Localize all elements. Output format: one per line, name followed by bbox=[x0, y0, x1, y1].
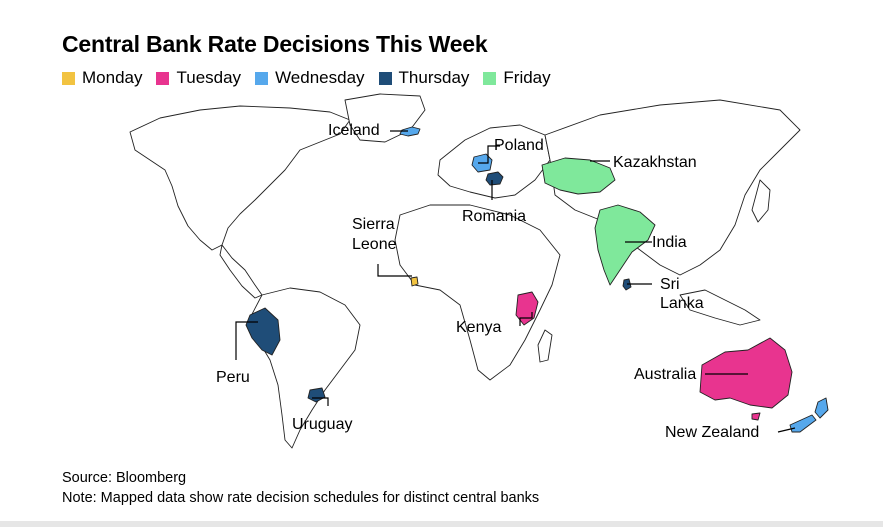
madagascar-landmass bbox=[537, 329, 553, 363]
kenya-leader bbox=[519, 312, 533, 326]
poland-leader bbox=[478, 145, 500, 164]
peru-leader bbox=[235, 321, 258, 360]
uruguay-leader bbox=[312, 397, 329, 406]
legend-swatch-tuesday bbox=[156, 71, 170, 85]
label-new-zealand: New Zealand bbox=[665, 424, 760, 441]
label-india: India bbox=[652, 234, 687, 251]
note-text: Note: Mapped data show rate decision sch… bbox=[62, 490, 540, 506]
label-kenya: Kenya bbox=[456, 319, 502, 336]
sierra-leone-shape bbox=[410, 276, 419, 287]
legend-item-monday: Monday bbox=[62, 68, 142, 88]
peru-shape bbox=[245, 307, 281, 356]
asia-landmass bbox=[544, 99, 801, 276]
label-peru: Peru bbox=[216, 369, 250, 386]
legend-label-monday: Monday bbox=[82, 68, 143, 87]
europe-landmass bbox=[437, 124, 551, 199]
central-america-landmass bbox=[219, 244, 263, 299]
label-sri-lanka-line1: Sri bbox=[660, 276, 680, 293]
india-shape bbox=[594, 204, 656, 286]
legend-swatch-friday bbox=[483, 71, 497, 85]
legend: Monday Tuesday Wednesday Thursday Friday bbox=[62, 68, 551, 88]
tasmania-shape bbox=[751, 412, 761, 421]
legend-item-friday: Friday bbox=[483, 68, 551, 88]
label-uruguay: Uruguay bbox=[292, 416, 353, 433]
legend-swatch-wednesday bbox=[255, 71, 269, 85]
new-zealand-south-shape bbox=[789, 414, 817, 433]
legend-label-friday: Friday bbox=[503, 68, 551, 87]
label-australia: Australia bbox=[634, 366, 697, 383]
label-poland: Poland bbox=[494, 137, 544, 154]
romania-shape bbox=[485, 171, 504, 186]
bottom-bar bbox=[0, 521, 883, 527]
legend-swatch-thursday bbox=[378, 71, 392, 85]
label-romania: Romania bbox=[462, 208, 527, 225]
kazakhstan-shape bbox=[541, 157, 616, 195]
japan-landmass bbox=[751, 179, 771, 223]
label-sierra-leone-line2: Leone bbox=[352, 236, 397, 253]
label-sierra-leone-line1: Sierra bbox=[352, 216, 395, 233]
source-text: Source: Bloomberg bbox=[62, 470, 187, 486]
sierra-leone-leader bbox=[377, 264, 412, 277]
legend-label-tuesday: Tuesday bbox=[176, 68, 242, 87]
legend-swatch-monday bbox=[62, 71, 75, 85]
chart-title: Central Bank Rate Decisions This Week bbox=[62, 31, 488, 57]
new-zealand-leader bbox=[777, 427, 796, 433]
legend-item-tuesday: Tuesday bbox=[156, 68, 241, 88]
legend-label-wednesday: Wednesday bbox=[275, 68, 365, 87]
label-iceland: Iceland bbox=[328, 122, 380, 139]
label-kazakhstan: Kazakhstan bbox=[613, 154, 697, 171]
label-sri-lanka-line2: Lanka bbox=[660, 295, 704, 312]
legend-item-thursday: Thursday bbox=[378, 68, 470, 88]
australia-shape bbox=[699, 337, 793, 409]
iceland-shape bbox=[399, 126, 421, 137]
legend-label-thursday: Thursday bbox=[398, 68, 470, 87]
north-america-landmass bbox=[129, 105, 351, 251]
footer: Source: Bloomberg Note: Mapped data show… bbox=[62, 468, 539, 508]
africa-landmass bbox=[394, 204, 561, 381]
new-zealand-north-shape bbox=[814, 397, 829, 419]
legend-item-wednesday: Wednesday bbox=[255, 68, 365, 88]
southeast-asia-islands bbox=[679, 289, 761, 326]
